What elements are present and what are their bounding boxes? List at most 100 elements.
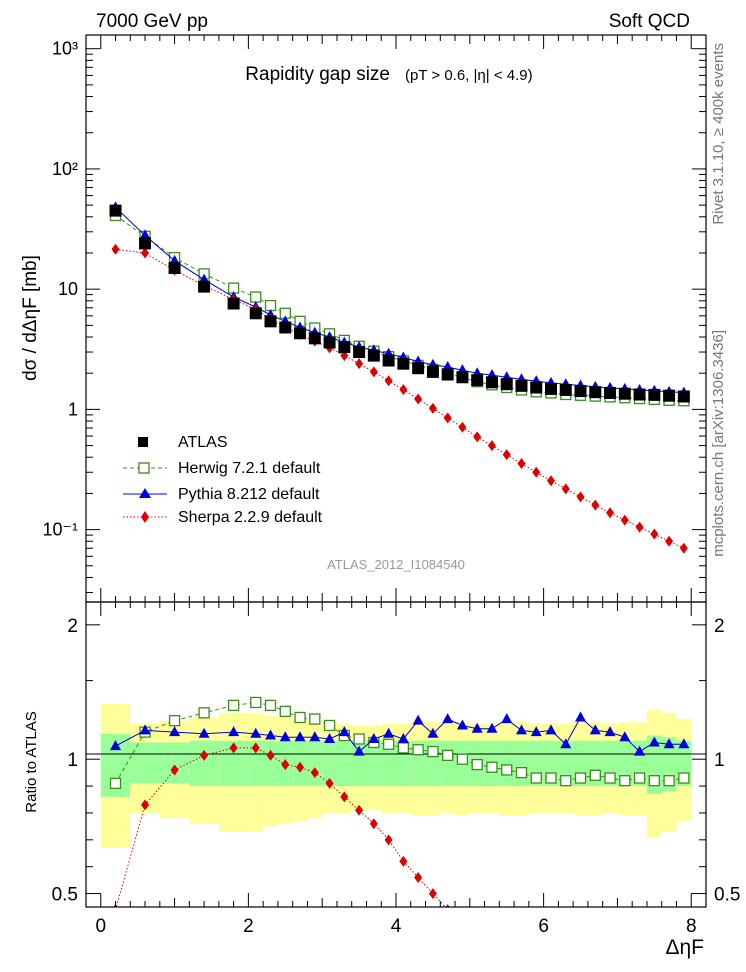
main-sherpa-point-24 bbox=[532, 466, 541, 478]
main-atlas-point-13 bbox=[367, 349, 380, 362]
ratio-herwig-point-33 bbox=[663, 775, 675, 787]
main-atlas-point-11 bbox=[338, 341, 351, 354]
main-atlas-point-20 bbox=[471, 374, 484, 387]
ratio-pythia-point-25 bbox=[545, 724, 557, 735]
stat-uncertainty-band bbox=[189, 740, 219, 787]
ratio-herwig-point-19 bbox=[456, 753, 469, 765]
legend-atlas-label: ATLAS bbox=[178, 434, 228, 451]
ratio-pythia-point-31 bbox=[634, 745, 646, 756]
main-atlas-point-14 bbox=[382, 354, 395, 367]
main-atlas-point-23 bbox=[515, 379, 528, 392]
ratio-series-group bbox=[109, 696, 690, 972]
header-right: Soft QCD bbox=[609, 11, 690, 32]
main-sherpa-point-13 bbox=[369, 366, 378, 378]
main-atlas-point-16 bbox=[412, 362, 425, 375]
main-sherpa-point-32 bbox=[650, 528, 659, 540]
ratio-sherpa-point-4 bbox=[229, 742, 238, 754]
stat-uncertainty-band bbox=[130, 742, 160, 784]
main-panel: 10⁻¹ 1 10 10² 10³ Rapidity gap size (pT > 0.… bbox=[20, 34, 707, 603]
rivet-label: Rivet 3.1.10, ≥ 400k events bbox=[710, 43, 727, 225]
main-sherpa-point-21 bbox=[487, 440, 496, 452]
x-tick-label: 4 bbox=[391, 916, 402, 937]
ratio-pythia-point-17 bbox=[427, 727, 439, 738]
ratio-ytick-label-left: 1 bbox=[67, 750, 78, 771]
ratio-ytick-label-left: 2 bbox=[67, 616, 78, 637]
main-sherpa-point-1 bbox=[141, 247, 150, 259]
main-sherpa-point-19 bbox=[458, 421, 467, 433]
main-sherpa-point-26 bbox=[561, 483, 570, 495]
ratio-pythia-point-34 bbox=[678, 738, 690, 749]
watermark: ATLAS_2012_I1084540 bbox=[327, 557, 465, 572]
main-atlas-point-2 bbox=[168, 261, 181, 274]
ratio-pythia-point-1 bbox=[139, 724, 151, 735]
legend-herwig-label: Herwig 7.2.1 default bbox=[178, 460, 321, 477]
ratio-ytick-label-right: 0.5 bbox=[714, 885, 740, 906]
ratio-herwig-point-5 bbox=[250, 696, 262, 709]
main-sherpa-point-28 bbox=[591, 499, 600, 511]
ratio-pythia-point-12 bbox=[353, 745, 365, 756]
main-sherpa-point-17 bbox=[428, 402, 437, 414]
main-atlas-point-19 bbox=[456, 371, 469, 384]
ratio-herwig-point-7 bbox=[279, 705, 291, 717]
ratio-sherpa-point-22 bbox=[503, 953, 511, 964]
x-tick-label: 0 bbox=[95, 916, 106, 937]
main-sherpa-point-29 bbox=[606, 507, 615, 519]
stat-uncertainty-band bbox=[159, 742, 190, 784]
ratio-sherpa-point-23 bbox=[517, 961, 525, 972]
legend-herwig-marker bbox=[138, 462, 150, 474]
ratio-sherpa-point-13 bbox=[369, 818, 378, 830]
ratio-sherpa-point-1 bbox=[141, 799, 150, 811]
main-atlas-point-0 bbox=[109, 204, 122, 217]
main-atlas-point-22 bbox=[500, 378, 513, 391]
ratio-pythia-point-14 bbox=[383, 727, 395, 738]
ratio-herwig-point-25 bbox=[545, 772, 557, 784]
main-ytick-label: 10 bbox=[58, 279, 78, 299]
ratio-pythia-point-30 bbox=[619, 731, 631, 742]
main-atlas-point-27 bbox=[574, 385, 587, 398]
ratio-pythia-point-5 bbox=[250, 727, 262, 738]
main-sherpa-point-23 bbox=[517, 457, 526, 469]
main-ytick-label: 10² bbox=[52, 159, 78, 179]
ratio-herwig-point-6 bbox=[264, 699, 277, 712]
ratio-pythia-point-18 bbox=[442, 713, 454, 724]
ratio-pythia-point-10 bbox=[324, 732, 336, 743]
ratio-herwig-point-8 bbox=[294, 711, 306, 724]
stat-uncertainty-band bbox=[514, 740, 529, 787]
main-atlas-point-32 bbox=[648, 388, 661, 401]
main-sherpa-point-16 bbox=[414, 393, 423, 405]
header-left: 7000 GeV pp bbox=[96, 11, 208, 32]
main-atlas-point-6 bbox=[264, 315, 277, 328]
main-axes: 10⁻¹ 1 10 10² 10³ bbox=[42, 35, 706, 602]
x-tick-label: 8 bbox=[686, 916, 697, 937]
main-atlas-point-7 bbox=[279, 321, 292, 334]
main-atlas-point-31 bbox=[633, 388, 646, 401]
main-sherpa-point-31 bbox=[635, 521, 644, 533]
ratio-pythia-point-32 bbox=[648, 736, 660, 747]
stat-uncertainty-band bbox=[381, 740, 396, 787]
ratio-herwig-point-26 bbox=[560, 775, 572, 787]
ratio-ylabel: Ratio to ATLAS bbox=[23, 711, 40, 812]
legend-sherpa-label: Sherpa 2.2.9 default bbox=[178, 509, 323, 526]
ratio-pythia-point-15 bbox=[397, 732, 409, 743]
ratio-sherpa-point-2 bbox=[170, 764, 179, 776]
main-ylabel: dσ / dΔηF [mb] bbox=[20, 255, 41, 381]
ratio-pythia-point-23 bbox=[515, 724, 527, 735]
ratio-herwig-point-31 bbox=[633, 772, 646, 784]
ratio-herwig-point-12 bbox=[353, 733, 365, 745]
ratio-pythia-point-11 bbox=[338, 726, 350, 737]
stat-uncertainty-band bbox=[366, 740, 382, 787]
main-atlas-point-1 bbox=[139, 237, 152, 250]
ratio-pythia-point-4 bbox=[228, 726, 240, 737]
main-atlas-point-21 bbox=[485, 376, 498, 389]
main-atlas-point-24 bbox=[530, 381, 543, 394]
ratio-sherpa-point-21 bbox=[488, 944, 496, 955]
main-atlas-point-4 bbox=[227, 297, 240, 310]
ratio-pythia-point-26 bbox=[560, 738, 572, 749]
stat-uncertainty-band bbox=[336, 740, 352, 787]
main-plot-area bbox=[86, 35, 706, 602]
ratio-herwig-point-20 bbox=[471, 758, 483, 771]
ratio-sherpa-point-12 bbox=[355, 804, 364, 816]
main-atlas-point-9 bbox=[308, 332, 321, 345]
main-pythia-point-1 bbox=[139, 229, 151, 240]
